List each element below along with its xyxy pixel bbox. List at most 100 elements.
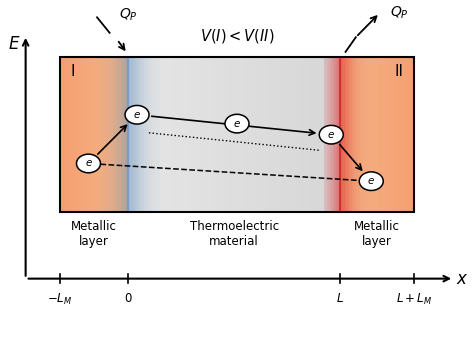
Bar	[377, 57, 378, 212]
Bar	[358, 57, 360, 212]
Bar	[350, 57, 352, 212]
Bar	[107, 57, 108, 212]
Bar	[383, 57, 384, 212]
Bar	[113, 57, 115, 212]
Bar	[99, 57, 100, 212]
Bar	[150, 57, 154, 212]
Bar	[71, 57, 72, 212]
Bar	[141, 57, 146, 212]
Bar	[124, 57, 125, 212]
Bar	[127, 57, 128, 212]
Bar	[143, 57, 144, 212]
Bar	[89, 57, 90, 212]
Bar	[141, 57, 143, 212]
Text: $E$: $E$	[8, 35, 20, 53]
Bar	[410, 57, 411, 212]
Bar	[110, 57, 112, 212]
Bar	[60, 57, 61, 212]
Bar	[401, 57, 402, 212]
Text: $L+L_M$: $L+L_M$	[396, 292, 432, 307]
Bar	[289, 57, 293, 212]
Bar	[135, 57, 137, 212]
Bar	[100, 57, 102, 212]
Bar	[395, 57, 396, 212]
Bar	[188, 57, 192, 212]
Bar	[103, 57, 105, 212]
Bar	[374, 57, 375, 212]
Bar	[137, 57, 141, 212]
Bar	[264, 57, 268, 212]
Circle shape	[76, 154, 100, 173]
Text: $e$: $e$	[84, 158, 92, 168]
Bar	[119, 57, 120, 212]
Bar	[349, 57, 351, 212]
Bar	[152, 57, 154, 212]
Bar	[149, 57, 150, 212]
Bar	[68, 57, 70, 212]
Bar	[268, 57, 272, 212]
Bar	[387, 57, 389, 212]
Bar	[374, 57, 375, 212]
Bar	[392, 57, 393, 212]
Bar	[87, 57, 89, 212]
Bar	[116, 57, 118, 212]
Bar	[115, 57, 116, 212]
Circle shape	[359, 172, 383, 191]
Bar	[111, 57, 113, 212]
Bar	[137, 57, 138, 212]
Text: $e$: $e$	[233, 119, 241, 128]
Bar	[375, 57, 376, 212]
Bar	[104, 57, 105, 212]
Bar	[118, 57, 119, 212]
Bar	[378, 57, 379, 212]
Bar	[343, 57, 345, 212]
Bar	[128, 57, 133, 212]
Bar	[327, 57, 328, 212]
Bar	[398, 57, 399, 212]
Bar	[123, 57, 124, 212]
Bar	[355, 57, 356, 212]
Bar	[116, 57, 118, 212]
Bar	[366, 57, 367, 212]
Bar	[109, 57, 110, 212]
Bar	[251, 57, 255, 212]
Bar	[97, 57, 99, 212]
Bar	[100, 57, 101, 212]
Bar	[126, 57, 127, 212]
Bar	[120, 57, 122, 212]
Bar	[348, 57, 349, 212]
Bar	[147, 57, 149, 212]
Bar	[302, 57, 306, 212]
Bar	[368, 57, 370, 212]
Bar	[226, 57, 230, 212]
Bar	[336, 57, 340, 212]
Text: I: I	[70, 64, 75, 79]
Bar	[201, 57, 205, 212]
Bar	[276, 57, 281, 212]
Bar	[298, 57, 302, 212]
Text: Metallic
layer: Metallic layer	[354, 220, 400, 248]
Bar	[369, 57, 370, 212]
Bar	[364, 57, 365, 212]
Bar	[358, 57, 359, 212]
Bar	[83, 57, 84, 212]
Bar	[381, 57, 383, 212]
Bar	[154, 57, 158, 212]
Bar	[375, 57, 377, 212]
Bar	[325, 57, 327, 212]
Bar	[146, 57, 150, 212]
Bar	[102, 57, 103, 212]
Bar	[107, 57, 108, 212]
Bar	[285, 57, 289, 212]
Bar	[139, 57, 141, 212]
Bar	[342, 57, 343, 212]
Bar	[370, 57, 371, 212]
Text: $e$: $e$	[328, 130, 335, 140]
Bar	[360, 57, 361, 212]
Bar	[122, 57, 123, 212]
Bar	[132, 57, 133, 212]
Bar	[192, 57, 196, 212]
Bar	[94, 57, 96, 212]
Bar	[179, 57, 183, 212]
Text: $V(I) < V(II)$: $V(I) < V(II)$	[200, 27, 274, 45]
